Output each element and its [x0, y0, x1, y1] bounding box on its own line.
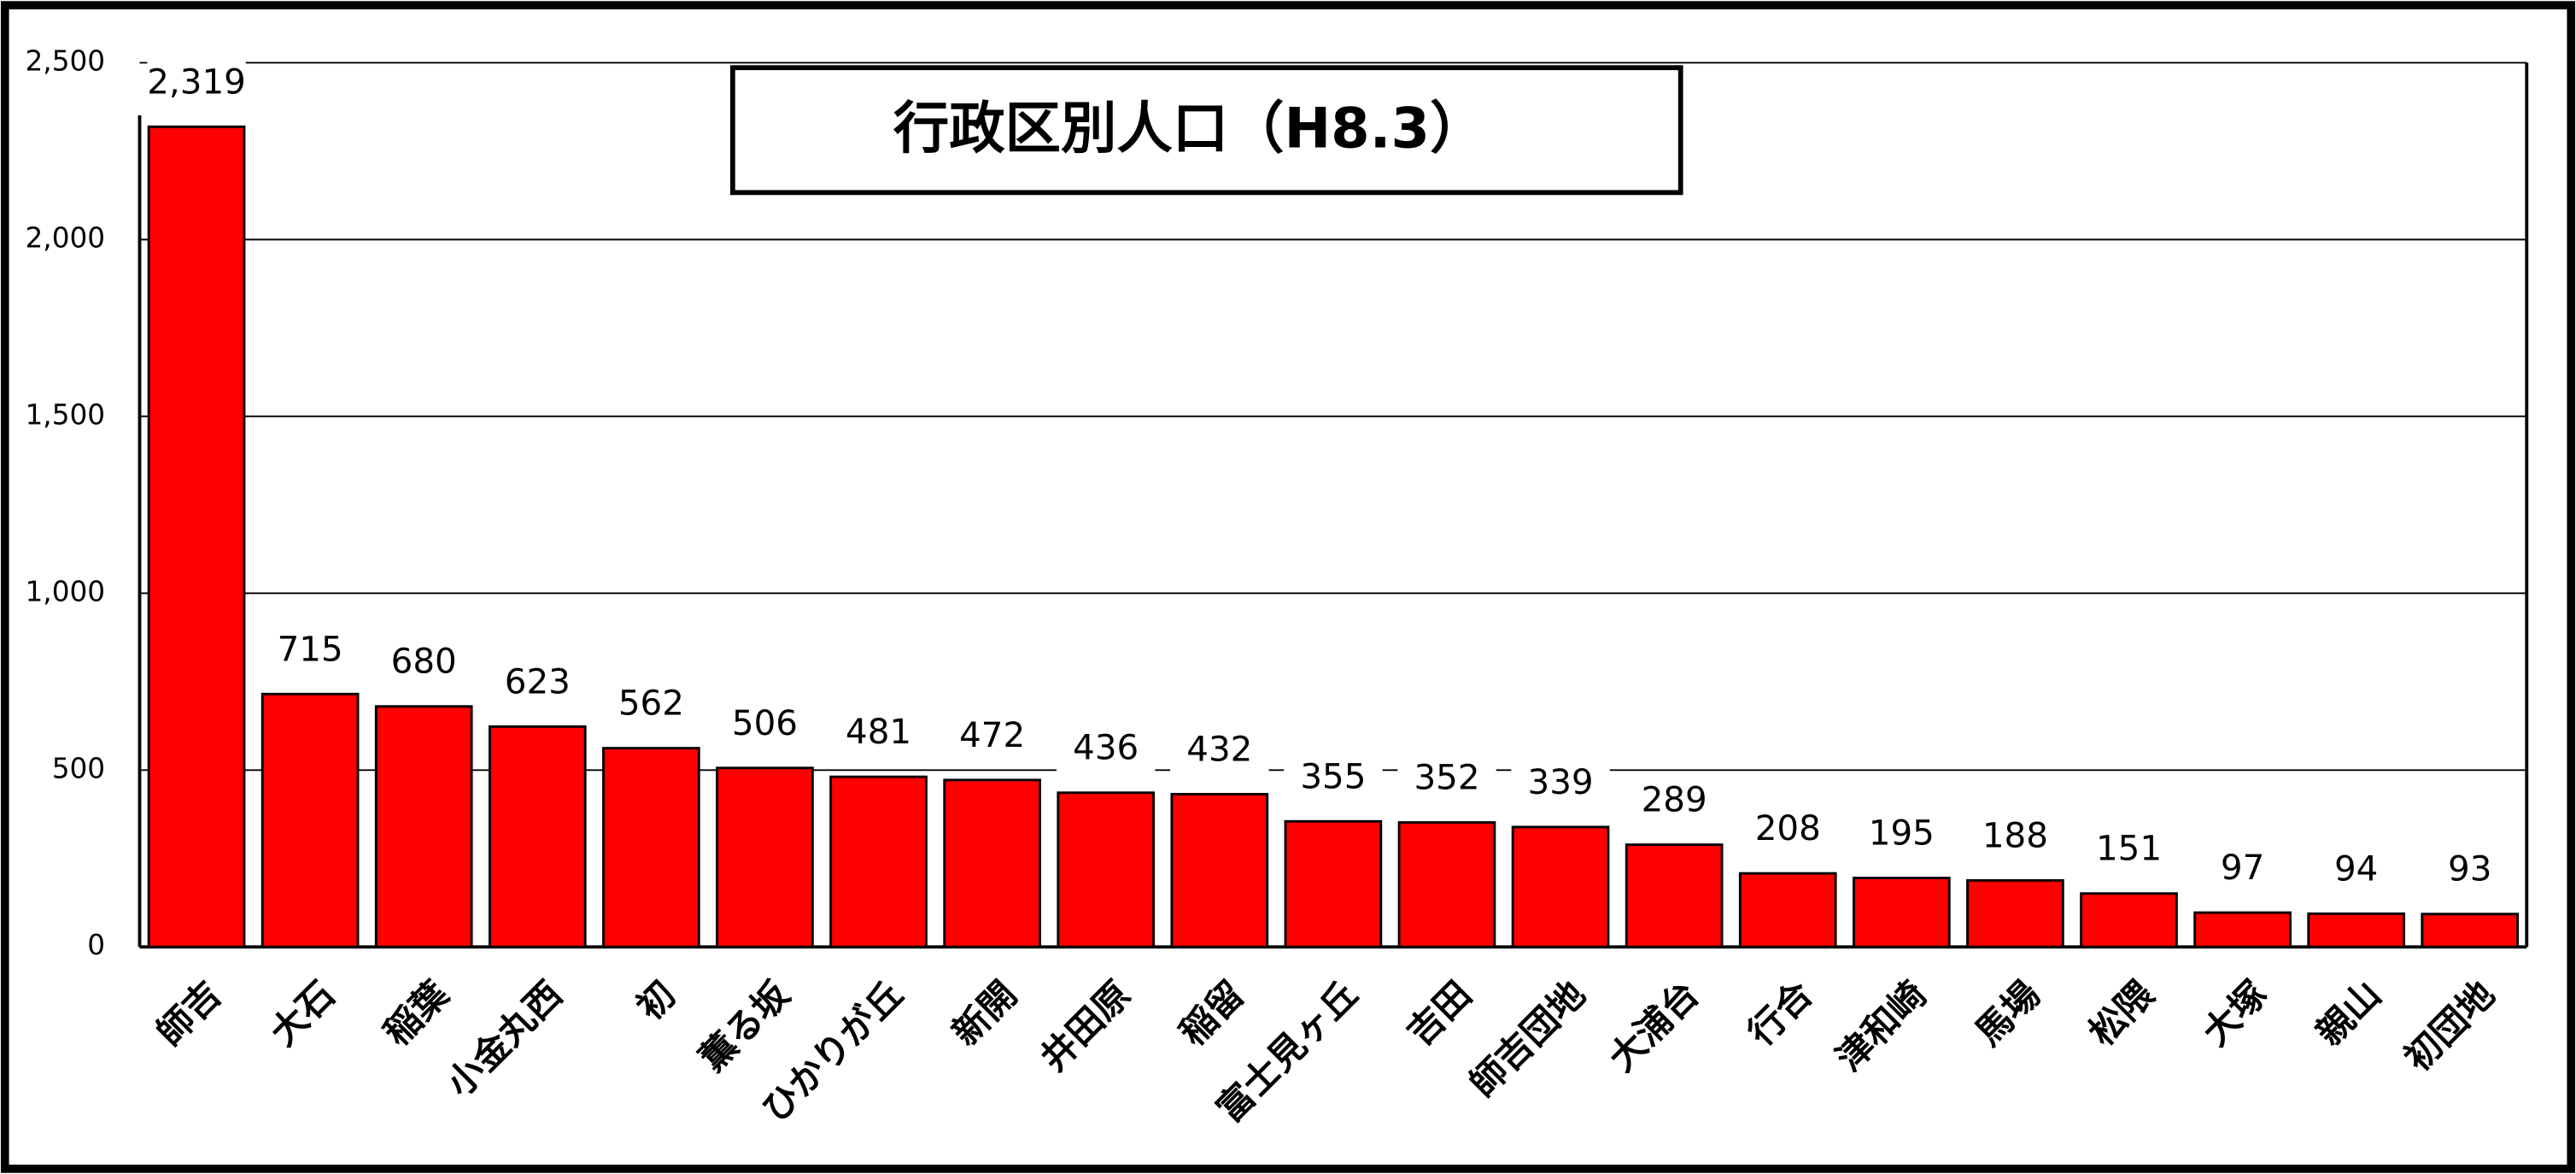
value-label: 97	[2221, 848, 2264, 888]
value-label-bg	[2193, 847, 2292, 894]
y-tick-label: 1,500	[26, 398, 106, 431]
value-label: 339	[1528, 762, 1594, 802]
value-label: 188	[1982, 815, 2048, 855]
title-box	[729, 65, 1683, 196]
value-label-bg	[942, 713, 1042, 760]
value-label: 432	[1186, 729, 1252, 769]
bar	[1284, 819, 1383, 948]
chart-title: 行政区別人口（H8.3）	[893, 96, 1486, 161]
bar	[1738, 872, 1837, 948]
value-label-bg	[1852, 812, 1952, 859]
value-label-bg	[715, 701, 815, 748]
bar	[829, 775, 928, 948]
value-label-bg	[1625, 778, 1724, 825]
value-label: 151	[2096, 829, 2162, 869]
bar	[261, 692, 360, 948]
value-label-bg	[1284, 755, 1383, 802]
bar	[2193, 911, 2292, 948]
value-label-bg	[2421, 848, 2520, 895]
value-label: 715	[278, 629, 343, 669]
value-label: 623	[505, 661, 571, 701]
value-label: 208	[1755, 808, 1821, 848]
bar	[488, 725, 587, 948]
value-label: 352	[1414, 758, 1479, 798]
value-label-bg	[1738, 807, 1837, 854]
value-label-bg	[828, 711, 928, 758]
bar	[1057, 791, 1156, 948]
y-tick-label: 2,500	[26, 44, 106, 77]
value-label-bg	[1965, 814, 2065, 861]
value-label-bg	[374, 640, 473, 687]
value-label-bg	[488, 660, 587, 707]
bar	[1397, 821, 1496, 948]
bar	[147, 125, 246, 948]
bar	[716, 766, 814, 948]
value-label-bg	[1511, 760, 1610, 807]
value-label: 93	[2448, 849, 2491, 889]
value-label-bg	[601, 682, 701, 729]
value-label: 680	[391, 642, 457, 682]
value-label: 94	[2334, 848, 2378, 889]
value-label-bg	[1397, 756, 1496, 803]
bar	[2421, 913, 2520, 948]
value-label: 436	[1073, 728, 1139, 768]
value-label-bg	[2079, 827, 2179, 874]
bar	[1625, 843, 1724, 948]
bar	[602, 747, 700, 948]
bar	[1170, 792, 1269, 948]
value-label: 355	[1300, 756, 1366, 796]
bar	[1511, 825, 1610, 948]
y-tick-label: 2,000	[26, 221, 106, 254]
value-label: 481	[846, 712, 911, 752]
bar	[1966, 878, 2064, 948]
bar	[1852, 877, 1951, 948]
y-tick-label: 0	[87, 929, 105, 961]
bar	[2080, 892, 2178, 948]
bar	[943, 778, 1041, 948]
bar	[374, 705, 473, 948]
value-label-bg	[2306, 848, 2406, 895]
value-label-bg	[1057, 726, 1156, 773]
value-label: 195	[1869, 813, 1935, 854]
value-label-bg	[261, 628, 360, 675]
value-label-bg	[1170, 728, 1269, 775]
y-tick-label: 500	[52, 752, 105, 784]
value-label: 506	[732, 703, 798, 743]
value-label: 2,319	[147, 62, 246, 102]
value-label-bg	[147, 61, 246, 108]
value-label: 472	[959, 715, 1025, 755]
value-label: 289	[1642, 780, 1707, 820]
y-tick-label: 1,000	[26, 575, 106, 608]
bar	[2307, 912, 2406, 948]
value-label: 562	[618, 684, 684, 724]
